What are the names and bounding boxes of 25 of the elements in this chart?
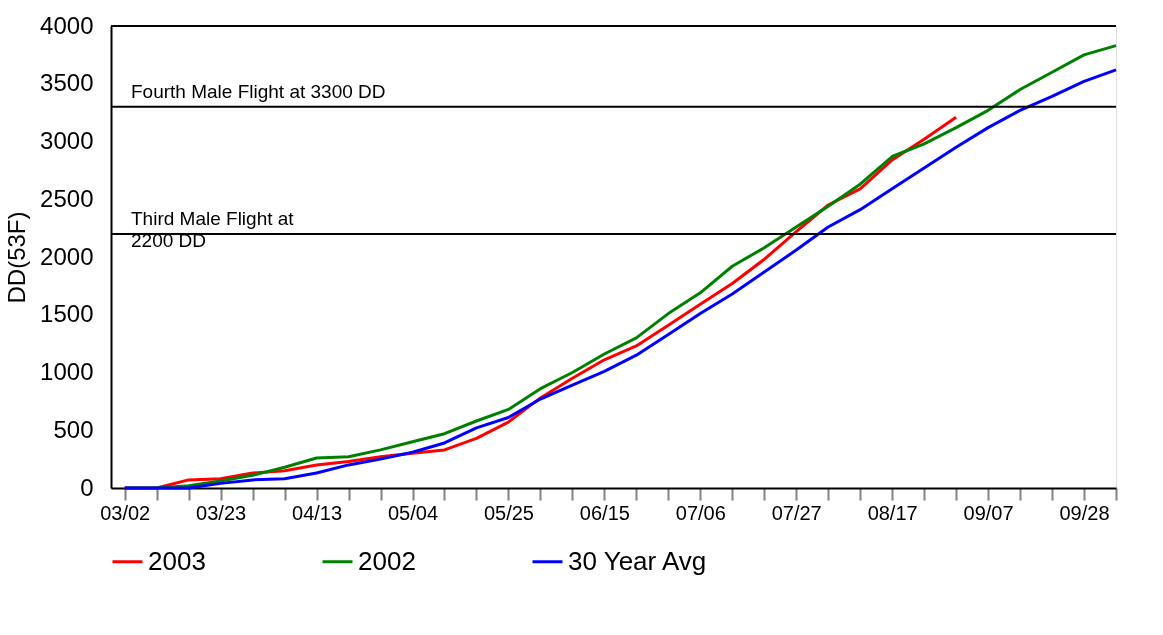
ref-line-label: Fourth Male Flight at 3300 DD <box>131 80 386 102</box>
legend-label: 2003 <box>148 545 206 576</box>
legend-label: 2002 <box>358 545 416 576</box>
x-tick-label: 03/02 <box>100 501 151 524</box>
x-tick-label: 07/06 <box>675 501 726 524</box>
y-tick-label: 1000 <box>40 358 94 385</box>
x-tick-label: 04/13 <box>292 501 343 524</box>
x-tick-label: 06/15 <box>579 501 630 524</box>
x-tick-label: 05/04 <box>387 501 439 524</box>
x-tick-label: 09/28 <box>1059 501 1110 524</box>
y-tick-label: 0 <box>80 473 94 501</box>
y-tick-label: 3000 <box>40 127 94 154</box>
y-tick-label: 2000 <box>40 242 94 270</box>
y-tick-label: 2500 <box>40 184 94 212</box>
x-tick-label: 07/27 <box>771 501 822 524</box>
y-axis-title: DD(53F) <box>3 211 31 304</box>
x-tick-label: 03/23 <box>196 501 247 524</box>
legend-label: 30 Year Avg <box>568 545 707 576</box>
x-tick-label: 09/07 <box>963 501 1014 524</box>
x-tick-label: 05/25 <box>483 501 534 524</box>
y-tick-label: 4000 <box>40 11 94 39</box>
y-tick-label: 500 <box>53 415 94 443</box>
y-tick-label: 1500 <box>40 300 94 328</box>
y-tick-label: 3500 <box>40 69 94 97</box>
x-tick-label: 08/17 <box>867 501 918 524</box>
